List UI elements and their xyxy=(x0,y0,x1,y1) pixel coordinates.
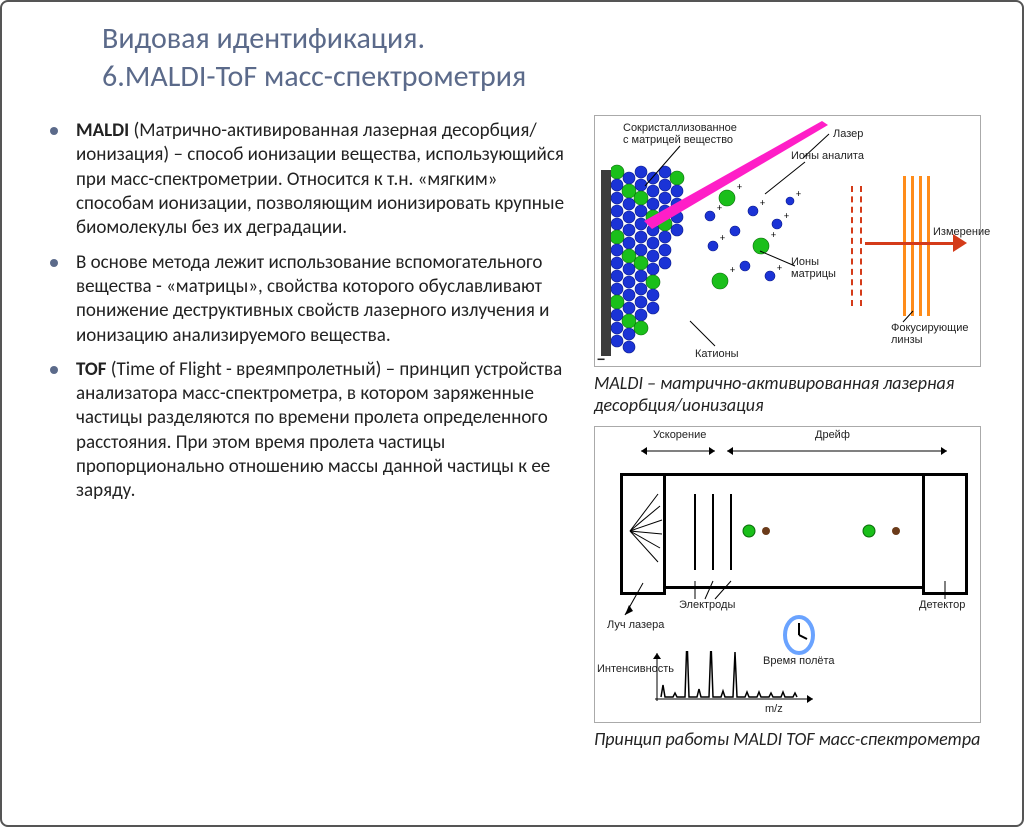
bullet-tof-bold: TOF xyxy=(76,358,106,381)
svg-text:+: + xyxy=(777,261,782,274)
bullet-list: MALDI (Матрично-активированная лазерная … xyxy=(42,119,572,504)
svg-text:+: + xyxy=(760,196,765,209)
fig2-caption: Принцип работы MALDI TOF масс-спектромет… xyxy=(594,729,990,751)
bullet-maldi-text: (Матрично-активированная лазерная десорб… xyxy=(76,119,564,239)
lens-2 xyxy=(911,176,914,316)
svg-text:+: + xyxy=(771,228,776,241)
bullet-matrix: В основе метода лежит использование вспо… xyxy=(42,251,572,348)
bullet-maldi-bold: MALDI xyxy=(76,119,129,142)
label-cations: Катионы xyxy=(695,348,739,360)
bullet-maldi: MALDI (Матрично-активированная лазерная … xyxy=(42,119,572,241)
fig1-caption: MALDI – матрично-активированная лазерная… xyxy=(594,373,990,416)
maldi-diagram: +++++++++ Сокристаллизованное с матрицей… xyxy=(594,115,981,367)
flight-tube xyxy=(631,473,957,589)
svg-text:+: + xyxy=(730,263,735,276)
ion-plume: +++++++++ xyxy=(695,176,845,326)
measure-arrow-icon xyxy=(865,242,955,245)
label-measure: Измерение xyxy=(933,226,990,238)
title-line1: Видовая идентификация. xyxy=(102,20,425,57)
label-laser: Лазер xyxy=(833,128,863,140)
slide-title: Видовая идентификация. 6.MALDI-ToF масс-… xyxy=(102,20,998,95)
mass-spectrum xyxy=(615,651,815,706)
bullet-tof: TOF (Time of Flight - вреямпролетный) – … xyxy=(42,358,572,504)
figure-column: +++++++++ Сокристаллизованное с матрицей… xyxy=(590,119,990,761)
tof-diagram: Ускорение Дрейф xyxy=(594,426,981,723)
label-drift: Дрейф xyxy=(815,429,850,441)
label-minus: − xyxy=(597,352,605,367)
svg-text:+: + xyxy=(796,187,801,200)
svg-text:+: + xyxy=(720,231,725,244)
bullet-tof-text: (Time of Flight - вреямпролетный) – прин… xyxy=(76,358,562,503)
label-cocrystallized: Сокристаллизованное с матрицей вещество xyxy=(623,122,753,146)
lens-4 xyxy=(927,176,930,316)
svg-text:+: + xyxy=(784,209,789,222)
label-focus-lens: Фокусирующие линзы xyxy=(891,322,969,346)
slide-frame: Видовая идентификация. 6.MALDI-ToF масс-… xyxy=(0,0,1024,827)
label-electrodes: Электроды xyxy=(679,599,735,611)
label-accel: Ускорение xyxy=(653,429,706,441)
text-column: MALDI (Матрично-активированная лазерная … xyxy=(42,119,572,761)
lens-1 xyxy=(903,176,906,316)
clock-icon xyxy=(779,615,819,655)
label-analyte-ions: Ионы аналита xyxy=(791,150,864,162)
label-matrix-ions: Ионы матрицы xyxy=(791,256,836,280)
bullet-matrix-text: В основе метода лежит использование вспо… xyxy=(76,251,549,347)
focus-line-2 xyxy=(860,186,862,306)
ions-in-tube xyxy=(634,476,954,586)
lens-3 xyxy=(919,176,922,316)
title-line2: 6.MALDI-ToF масс-спектрометрия xyxy=(102,58,526,95)
sample-slab xyxy=(601,170,611,356)
label-mz: m/z xyxy=(765,703,783,715)
svg-text:+: + xyxy=(737,180,742,193)
focus-line-1 xyxy=(851,186,853,306)
label-detector: Детектор xyxy=(919,599,965,611)
label-laser-beam: Луч лазера xyxy=(607,619,664,631)
main-area: MALDI (Матрично-активированная лазерная … xyxy=(42,119,998,761)
